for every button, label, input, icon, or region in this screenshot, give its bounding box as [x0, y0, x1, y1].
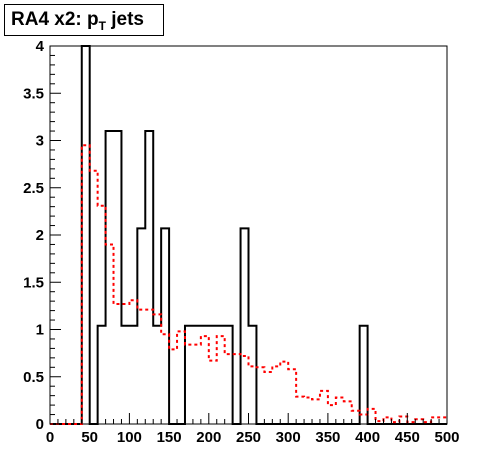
y-tick-label: 3 [36, 133, 44, 150]
title-main: RA4 x2: p [11, 9, 99, 30]
y-tick-label: 3.5 [23, 85, 44, 102]
x-tick-label: 450 [395, 429, 420, 446]
x-tick-label: 350 [315, 429, 340, 446]
y-tick-label: 4 [36, 38, 45, 55]
axes-layer: 0 50 100 150 200 250 300 350 400 450 500 0 0.5 1 1.5 2 2… [23, 38, 459, 446]
series-0-line [50, 45, 447, 425]
x-tick-label: 0 [46, 429, 54, 446]
y-tick-label: 2.5 [23, 180, 44, 197]
series-layer [50, 45, 447, 425]
x-tick-label: 500 [434, 429, 459, 446]
x-tick-label: 300 [276, 429, 301, 446]
x-tick-label: 50 [81, 429, 98, 446]
y-tick-label: 1.5 [23, 274, 44, 291]
title-subscript: T [98, 18, 106, 33]
y-tick-label: 0.5 [23, 369, 44, 386]
y-tick-label: 1 [36, 322, 44, 339]
x-tick-label: 150 [157, 429, 182, 446]
x-tick-label: 100 [117, 429, 142, 446]
x-tick-label: 250 [236, 429, 261, 446]
y-tick-label: 0 [36, 416, 44, 433]
x-tick-label: 200 [196, 429, 221, 446]
title-suffix: jets [105, 9, 145, 30]
x-tick-label: 400 [355, 429, 380, 446]
chart-title: RA4 x2: pT jets [4, 4, 164, 36]
y-tick-label: 2 [36, 227, 44, 244]
